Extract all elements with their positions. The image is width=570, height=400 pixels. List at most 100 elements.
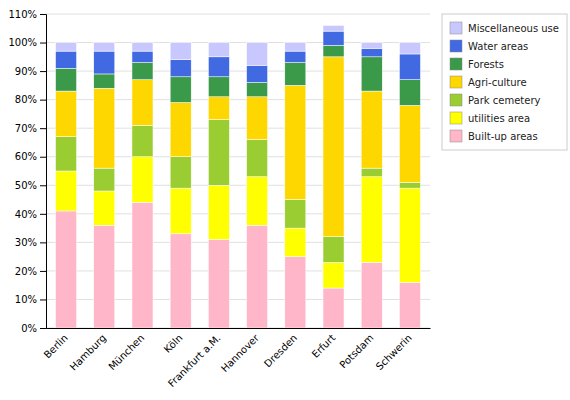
plot: 0%10%20%30%40%50%60%70%80%90%100%110%Ber… <box>8 9 430 389</box>
bar-segment <box>323 57 344 237</box>
tick-label: Erfurt <box>310 332 338 360</box>
axis-line <box>47 328 431 329</box>
bar-segment <box>285 85 306 199</box>
bar-segment <box>323 262 344 288</box>
bar-segment <box>399 188 420 282</box>
tick-label: Frankfurt a.M. <box>166 332 223 389</box>
legend-label: Agri-culture <box>468 77 527 88</box>
tick: Potsdam <box>337 332 375 370</box>
tick-label: 90% <box>15 66 37 77</box>
tick: 30% <box>15 237 46 248</box>
legend-item: Park cemetery <box>450 94 541 106</box>
tick-label: 10% <box>15 294 37 305</box>
tick: München <box>106 332 146 372</box>
bar-segment <box>247 65 268 82</box>
bar-segment <box>247 225 268 328</box>
bar-segment <box>170 102 191 156</box>
tick-mark <box>40 328 46 329</box>
tick: Dresden <box>262 332 299 369</box>
bar-segment <box>94 51 115 74</box>
tick-mark <box>40 71 46 72</box>
bar-segment <box>170 43 191 60</box>
bar-segment <box>56 91 77 137</box>
tick: 10% <box>15 294 46 305</box>
tick-mark <box>40 128 46 129</box>
legend-item: Miscellaneous use <box>450 22 559 34</box>
bar-segment <box>132 63 153 80</box>
tick: 60% <box>15 151 46 162</box>
bar-segment <box>361 43 382 49</box>
y-axis: 0%10%20%30%40%50%60%70%80%90%100%110% <box>8 9 46 334</box>
legend-label: Forests <box>468 59 504 70</box>
tick: 0% <box>21 323 46 334</box>
bar-segment <box>208 77 229 97</box>
tick: 20% <box>15 266 46 277</box>
tick-label: 60% <box>15 151 37 162</box>
bar-segment <box>208 240 229 328</box>
bar-segment <box>399 105 420 182</box>
bar-segment <box>132 125 153 156</box>
bar-segment <box>56 51 77 68</box>
legend-swatch <box>450 58 462 70</box>
bar-segment <box>170 60 191 77</box>
legend-label: Park cemetery <box>468 95 541 106</box>
bar-segment <box>94 191 115 225</box>
bar-segment <box>94 74 115 88</box>
legend-item: utilities area <box>450 112 530 124</box>
bar-segment <box>361 48 382 57</box>
tick: 90% <box>15 66 46 77</box>
bar-segment <box>361 177 382 263</box>
bar-segment <box>94 43 115 52</box>
legend-frame <box>442 14 567 150</box>
bar-segment <box>323 288 344 328</box>
tick-label: 110% <box>8 9 37 20</box>
tick-mark <box>40 43 46 44</box>
legend-label: Miscellaneous use <box>468 23 559 34</box>
legend-label: Built-up areas <box>468 131 538 142</box>
bar-segment <box>323 25 344 31</box>
tick-mark <box>40 14 46 15</box>
legend-swatch <box>450 94 462 106</box>
tick-label: 40% <box>15 209 37 220</box>
bars <box>56 25 421 328</box>
bar-segment <box>285 228 306 257</box>
bar-segment <box>323 45 344 56</box>
tick-mark <box>40 157 46 158</box>
tick: 70% <box>15 123 46 134</box>
bar-segment <box>170 77 191 103</box>
legend-swatch <box>450 130 462 142</box>
tick-label: 20% <box>15 266 37 277</box>
tick: Hannover <box>219 331 262 374</box>
legend-item: Forests <box>450 58 504 70</box>
legend-swatch <box>450 112 462 124</box>
legend-swatch <box>450 76 462 88</box>
bar-segment <box>208 185 229 239</box>
bar-segment <box>247 97 268 140</box>
grid <box>46 14 430 328</box>
tick: 110% <box>8 9 46 20</box>
legend-swatch <box>450 40 462 52</box>
bar-segment <box>399 182 420 188</box>
tick-mark <box>40 299 46 300</box>
tick-mark <box>40 271 46 272</box>
bar-segment <box>285 63 306 86</box>
tick-label: 0% <box>21 323 37 334</box>
tick: 50% <box>15 180 46 191</box>
tick: 80% <box>15 94 46 105</box>
series <box>56 31 421 82</box>
chart: 0%10%20%30%40%50%60%70%80%90%100%110%Ber… <box>0 0 570 400</box>
tick-mark <box>40 185 46 186</box>
tick: Erfurt <box>310 332 338 360</box>
legend-item: Built-up areas <box>450 130 538 142</box>
bar-segment <box>247 43 268 66</box>
x-axis: BerlinHamburgMünchenKölnFrankfurt a.M.Ha… <box>42 329 431 390</box>
tick-label: Potsdam <box>337 332 375 370</box>
bar-segment <box>323 31 344 45</box>
bar-segment <box>323 237 344 263</box>
bar-segment <box>132 202 153 328</box>
series <box>56 45 421 105</box>
tick-mark <box>40 214 46 215</box>
bar-segment <box>399 282 420 328</box>
grid-line <box>46 14 430 15</box>
bar-segment <box>208 43 229 57</box>
